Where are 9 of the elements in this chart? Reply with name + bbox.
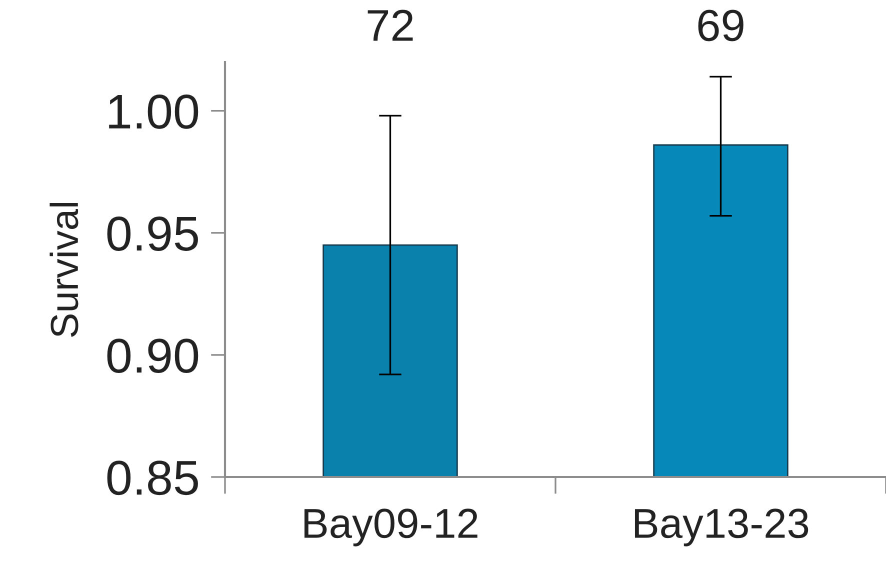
text: 72	[368, 10, 413, 41]
x-tick-label: Bay09-12	[304, 508, 478, 546]
y-axis-title: Survival	[50, 202, 78, 337]
y-tick-label: 0.95	[107, 216, 198, 251]
y-tick-label: 0.90	[107, 338, 198, 374]
y-tick-label: 0.85	[107, 460, 198, 496]
y-tick-label: 1.00	[109, 94, 198, 129]
x-tick-label: Bay13-23	[634, 508, 808, 546]
text: 69	[698, 10, 744, 42]
